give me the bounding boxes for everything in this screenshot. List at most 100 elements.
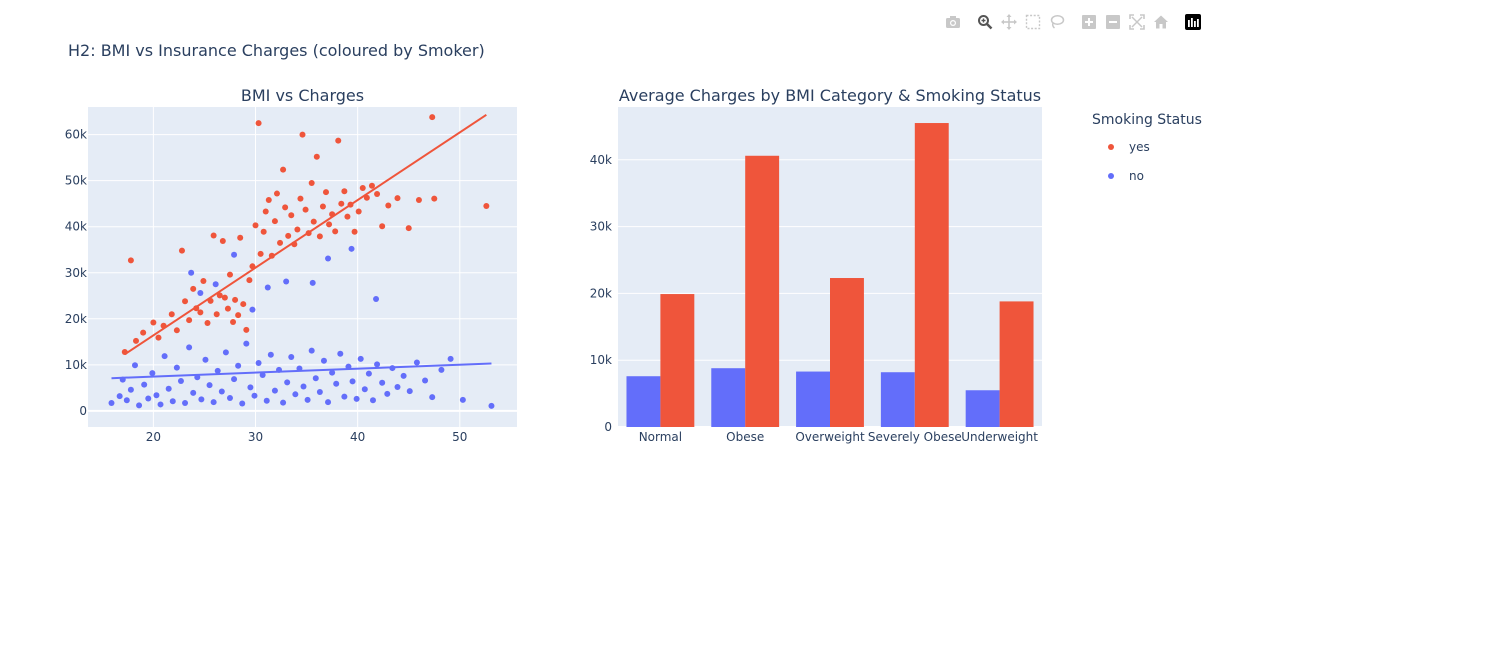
- scatter-point-yes: [252, 222, 259, 229]
- pan-icon[interactable]: [1000, 13, 1018, 31]
- scatter-plot-area: [88, 107, 517, 427]
- scatter-point-yes: [385, 202, 392, 209]
- trendline-no: [111, 362, 492, 380]
- scatter-point-no: [348, 245, 355, 252]
- scatter-point-no: [309, 279, 316, 286]
- scatter-point-no: [283, 278, 290, 285]
- bar-subplot[interactable]: 0 10k 20k 30k 40k Normal Obese Overweight Severe…: [590, 86, 1042, 444]
- bar-no: [796, 371, 830, 427]
- bar-yes: [914, 123, 949, 428]
- scatter-point-no: [123, 397, 130, 404]
- scatter-point-yes: [262, 208, 269, 215]
- scatter-point-yes: [246, 277, 253, 284]
- scatter-point-no: [231, 251, 238, 258]
- scatter-point-yes: [368, 182, 375, 189]
- scatter-y-tick-label: 50k: [65, 174, 87, 188]
- bar-no: [711, 368, 746, 427]
- scatter-point-yes: [224, 305, 231, 312]
- scatter-point-no: [394, 383, 401, 390]
- zoom-in-icon[interactable]: [1080, 13, 1098, 31]
- scatter-point-no: [361, 386, 368, 393]
- scatter-point-no: [202, 356, 209, 363]
- scatter-point-no: [165, 385, 172, 392]
- scatter-point-yes: [316, 233, 323, 240]
- scatter-point-no: [190, 389, 197, 396]
- scatter-point-yes: [302, 206, 309, 213]
- legend: Smoking Status yes no: [1092, 112, 1202, 190]
- scatter-y-tick-label: 20k: [65, 312, 87, 326]
- scatter-point-no: [127, 386, 134, 393]
- scatter-point-yes: [182, 298, 189, 305]
- scatter-point-no: [149, 370, 156, 377]
- scatter-point-no: [264, 284, 271, 291]
- scatter-point-no: [188, 269, 195, 276]
- scatter-point-no: [349, 378, 356, 385]
- camera-icon[interactable]: [944, 13, 962, 31]
- scatter-point-yes: [200, 278, 207, 285]
- scatter-point-no: [255, 360, 262, 366]
- scatter-point-no: [116, 393, 123, 400]
- bar-y-tick-label: 20k: [590, 286, 612, 300]
- scatter-point-no: [243, 340, 250, 347]
- scatter-point-no: [320, 357, 327, 364]
- scatter-point-yes: [230, 319, 237, 326]
- scatter-point-yes: [405, 225, 412, 232]
- scatter-point-yes: [190, 285, 197, 292]
- scatter-point-yes: [240, 301, 247, 308]
- plotly-logo-icon[interactable]: [1184, 13, 1202, 31]
- scatter-point-yes: [277, 239, 284, 246]
- scatter-point-yes: [280, 166, 287, 173]
- scatter-point-yes: [133, 337, 140, 344]
- scatter-point-no: [251, 392, 258, 399]
- scatter-point-no: [329, 369, 336, 376]
- scatter-point-no: [406, 388, 413, 395]
- scatter-point-yes: [178, 247, 185, 254]
- scatter-point-no: [231, 376, 238, 383]
- scatter-point-no: [288, 354, 295, 361]
- bar-y-tick-label: 0: [604, 420, 612, 434]
- legend-item-yes[interactable]: yes: [1092, 132, 1202, 161]
- scatter-point-no: [429, 394, 436, 401]
- scatter-y-tick-label: 10k: [65, 358, 87, 372]
- scatter-x-tick-label: 20: [146, 430, 161, 444]
- scatter-point-yes: [299, 131, 306, 138]
- scatter-point-yes: [322, 189, 329, 196]
- scatter-subplot[interactable]: 20 30 40 50 0 10k 20k 30k 40k 50k 60k BMI vs Charge…: [65, 86, 517, 444]
- scatter-point-no: [186, 344, 193, 351]
- lasso-icon[interactable]: [1048, 13, 1066, 31]
- scatter-point-no: [222, 349, 229, 356]
- scatter-point-yes: [127, 257, 134, 264]
- bar-x-tick-label: Underweight: [961, 430, 1038, 444]
- bar-no: [965, 390, 1000, 427]
- box-select-icon[interactable]: [1024, 13, 1042, 31]
- zoom-out-icon[interactable]: [1104, 13, 1122, 31]
- scatter-point-yes: [415, 197, 422, 204]
- scatter-point-no: [379, 379, 386, 386]
- bar-yes: [660, 294, 695, 427]
- scatter-point-yes: [379, 223, 386, 230]
- autoscale-icon[interactable]: [1128, 13, 1146, 31]
- legend-label-no: no: [1129, 168, 1144, 183]
- scatter-point-yes: [483, 202, 490, 209]
- legend-item-no[interactable]: no: [1092, 161, 1202, 190]
- scatter-point-yes: [197, 309, 204, 316]
- scatter-point-yes: [335, 137, 342, 144]
- zoom-icon[interactable]: [976, 13, 994, 31]
- scatter-point-yes: [257, 250, 264, 257]
- scatter-point-no: [218, 388, 225, 395]
- bar-x-tick-label: Normal: [639, 430, 682, 444]
- trendline-yes: [124, 113, 487, 356]
- bar-yes: [830, 278, 864, 427]
- scatter-point-yes: [394, 195, 401, 202]
- scatter-point-no: [488, 402, 495, 409]
- scatter-point-yes: [326, 221, 333, 228]
- scatter-point-no: [459, 396, 466, 403]
- scatter-point-yes: [313, 153, 320, 160]
- scatter-point-yes: [150, 319, 157, 326]
- scatter-point-no: [353, 395, 360, 402]
- scatter-point-no: [316, 389, 323, 396]
- reset-axes-icon[interactable]: [1152, 13, 1170, 31]
- scatter-point-yes: [140, 329, 147, 336]
- bar-no: [880, 372, 915, 427]
